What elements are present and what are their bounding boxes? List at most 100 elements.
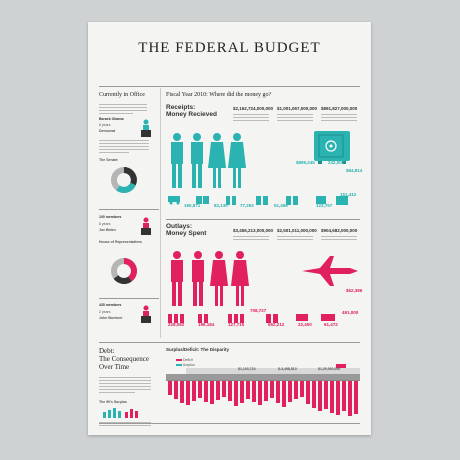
deficit-bar	[168, 381, 172, 395]
deficit-bar	[252, 381, 256, 402]
left-rule-2	[99, 298, 159, 299]
outlays-people-icons	[171, 251, 249, 306]
house-members: 435 members	[99, 303, 122, 307]
deficit-bar	[318, 381, 322, 411]
receipts-text-2	[277, 114, 313, 123]
deficit-bar	[246, 381, 250, 399]
legend-surplus: Surplus	[176, 363, 195, 367]
sd-figure-1: $1,103,724	[238, 367, 256, 371]
president-podium-icon	[141, 119, 151, 137]
deficit-bar	[186, 381, 190, 405]
house-donut-chart	[111, 258, 137, 284]
fiscal-heading: Fiscal Year 2010: Where did the money go…	[166, 92, 272, 98]
house-podium-icon	[141, 305, 151, 323]
deficit-bar	[174, 381, 178, 399]
house-years: 2 years	[99, 310, 111, 314]
receipts-stat-2: 82,130	[214, 203, 228, 208]
deficit-bar	[288, 381, 292, 402]
deficit-bar	[240, 381, 244, 403]
senate-members: 100 members	[99, 215, 122, 219]
deficit-bar	[180, 381, 184, 403]
debt-text-block	[99, 377, 151, 395]
president-name: Barack Obama	[99, 117, 124, 121]
outlays-text-3	[321, 236, 357, 242]
budget-poster: THE FEDERAL BUDGET Currently in Office B…	[88, 22, 371, 435]
title-rule	[99, 86, 360, 87]
receipts-sub-1: $899,245	[296, 160, 315, 165]
receipts-heading-line1: Receipts:	[166, 104, 196, 111]
outlays-stat-3: 708,727	[250, 308, 267, 313]
debt-heading-line2: The Consequence	[99, 355, 149, 363]
deficit-bar	[330, 381, 334, 413]
safe-icon	[314, 131, 350, 164]
deficit-bar	[192, 381, 196, 401]
receipts-heading: Receipts: Money Recieved	[166, 104, 217, 118]
deficit-bar	[348, 381, 352, 416]
receipts-sub-2: 242,002	[328, 160, 345, 165]
sd-figure-3: $1,29,000,000	[318, 367, 341, 371]
deficit-bar	[270, 381, 274, 398]
legend-deficit-swatch	[176, 359, 182, 362]
outlays-small-icons	[168, 314, 335, 323]
deficit-bar	[336, 381, 340, 415]
senate-heading: The Senate	[99, 158, 118, 162]
debt-gauge	[186, 364, 360, 374]
outlays-stat-2: 196,184	[198, 322, 215, 327]
deficit-bar	[210, 381, 214, 404]
senate-donut-chart	[111, 167, 137, 193]
deficit-bar-chart	[166, 380, 360, 417]
outlays-stat-7: 61,472	[324, 322, 338, 327]
deficit-bar	[282, 381, 286, 407]
debt-band	[166, 374, 360, 380]
outlays-heading-line1: Outlays:	[166, 223, 193, 230]
receipts-text-1	[233, 114, 269, 123]
debt-heading-line1: Debt:	[99, 347, 115, 355]
outlays-total-1: $3,456,213,000,000	[233, 228, 274, 233]
deficit-bar	[342, 381, 346, 411]
left-rule-1	[99, 209, 159, 210]
sd-figure-2: $-3,498,513	[278, 367, 297, 371]
debt-heading: Debt: The Consequence Over Time	[99, 347, 149, 371]
vp-name: Joe Biden	[99, 228, 116, 232]
deficit-bar	[300, 381, 304, 397]
deficit-bar	[306, 381, 310, 404]
senate-years: 6 years	[99, 222, 111, 226]
speaker-name: John Boehner	[99, 316, 123, 320]
party-label: Democrat	[99, 129, 116, 133]
surplus-mini-bars	[103, 408, 138, 418]
deficit-bar	[324, 381, 328, 409]
receipts-rule	[166, 219, 360, 220]
deficit-bar	[258, 381, 262, 405]
fighter-jet-icon	[302, 256, 358, 286]
legend-deficit: Deficit	[176, 358, 193, 362]
receipts-stat-4: 51,456	[274, 203, 288, 208]
currently-in-office-heading: Currently in Office	[99, 92, 145, 98]
column-divider	[160, 88, 161, 338]
deficit-bar	[312, 381, 316, 408]
outlays-stat-4: 127,715	[228, 322, 245, 327]
deficit-bar	[264, 381, 268, 401]
legend-surplus-label: Surplus	[182, 363, 195, 367]
surplus-heading: The 90's Surplus	[99, 400, 127, 404]
receipts-small-icons	[168, 196, 348, 205]
outlays-stat-6: 22,400	[298, 322, 312, 327]
deficit-bar	[228, 381, 232, 401]
receipts-stat-6: 151,412	[340, 192, 357, 197]
outlays-text-1	[233, 236, 269, 242]
receipts-total-3: $891,827,000,000	[321, 106, 358, 111]
deficit-bar	[216, 381, 220, 400]
deficit-bar	[354, 381, 358, 414]
outlays-text-2	[277, 236, 313, 242]
president-years: 6 years	[99, 123, 111, 127]
senate-podium-icon	[141, 217, 151, 235]
poster-title: THE FEDERAL BUDGET	[138, 40, 321, 56]
outlays-stat-5: 652,212	[268, 322, 285, 327]
surplus-text-block	[99, 422, 151, 428]
receipts-total-1: $2,162,724,000,000	[233, 106, 274, 111]
deficit-bar	[234, 381, 238, 406]
outlays-heading-line2: Money Spent	[166, 230, 207, 237]
receipts-stat-3: 77,262	[240, 203, 254, 208]
senate-text-block	[99, 140, 149, 155]
receipts-sub-3: $84,814	[346, 168, 363, 173]
deficit-bar	[294, 381, 298, 399]
